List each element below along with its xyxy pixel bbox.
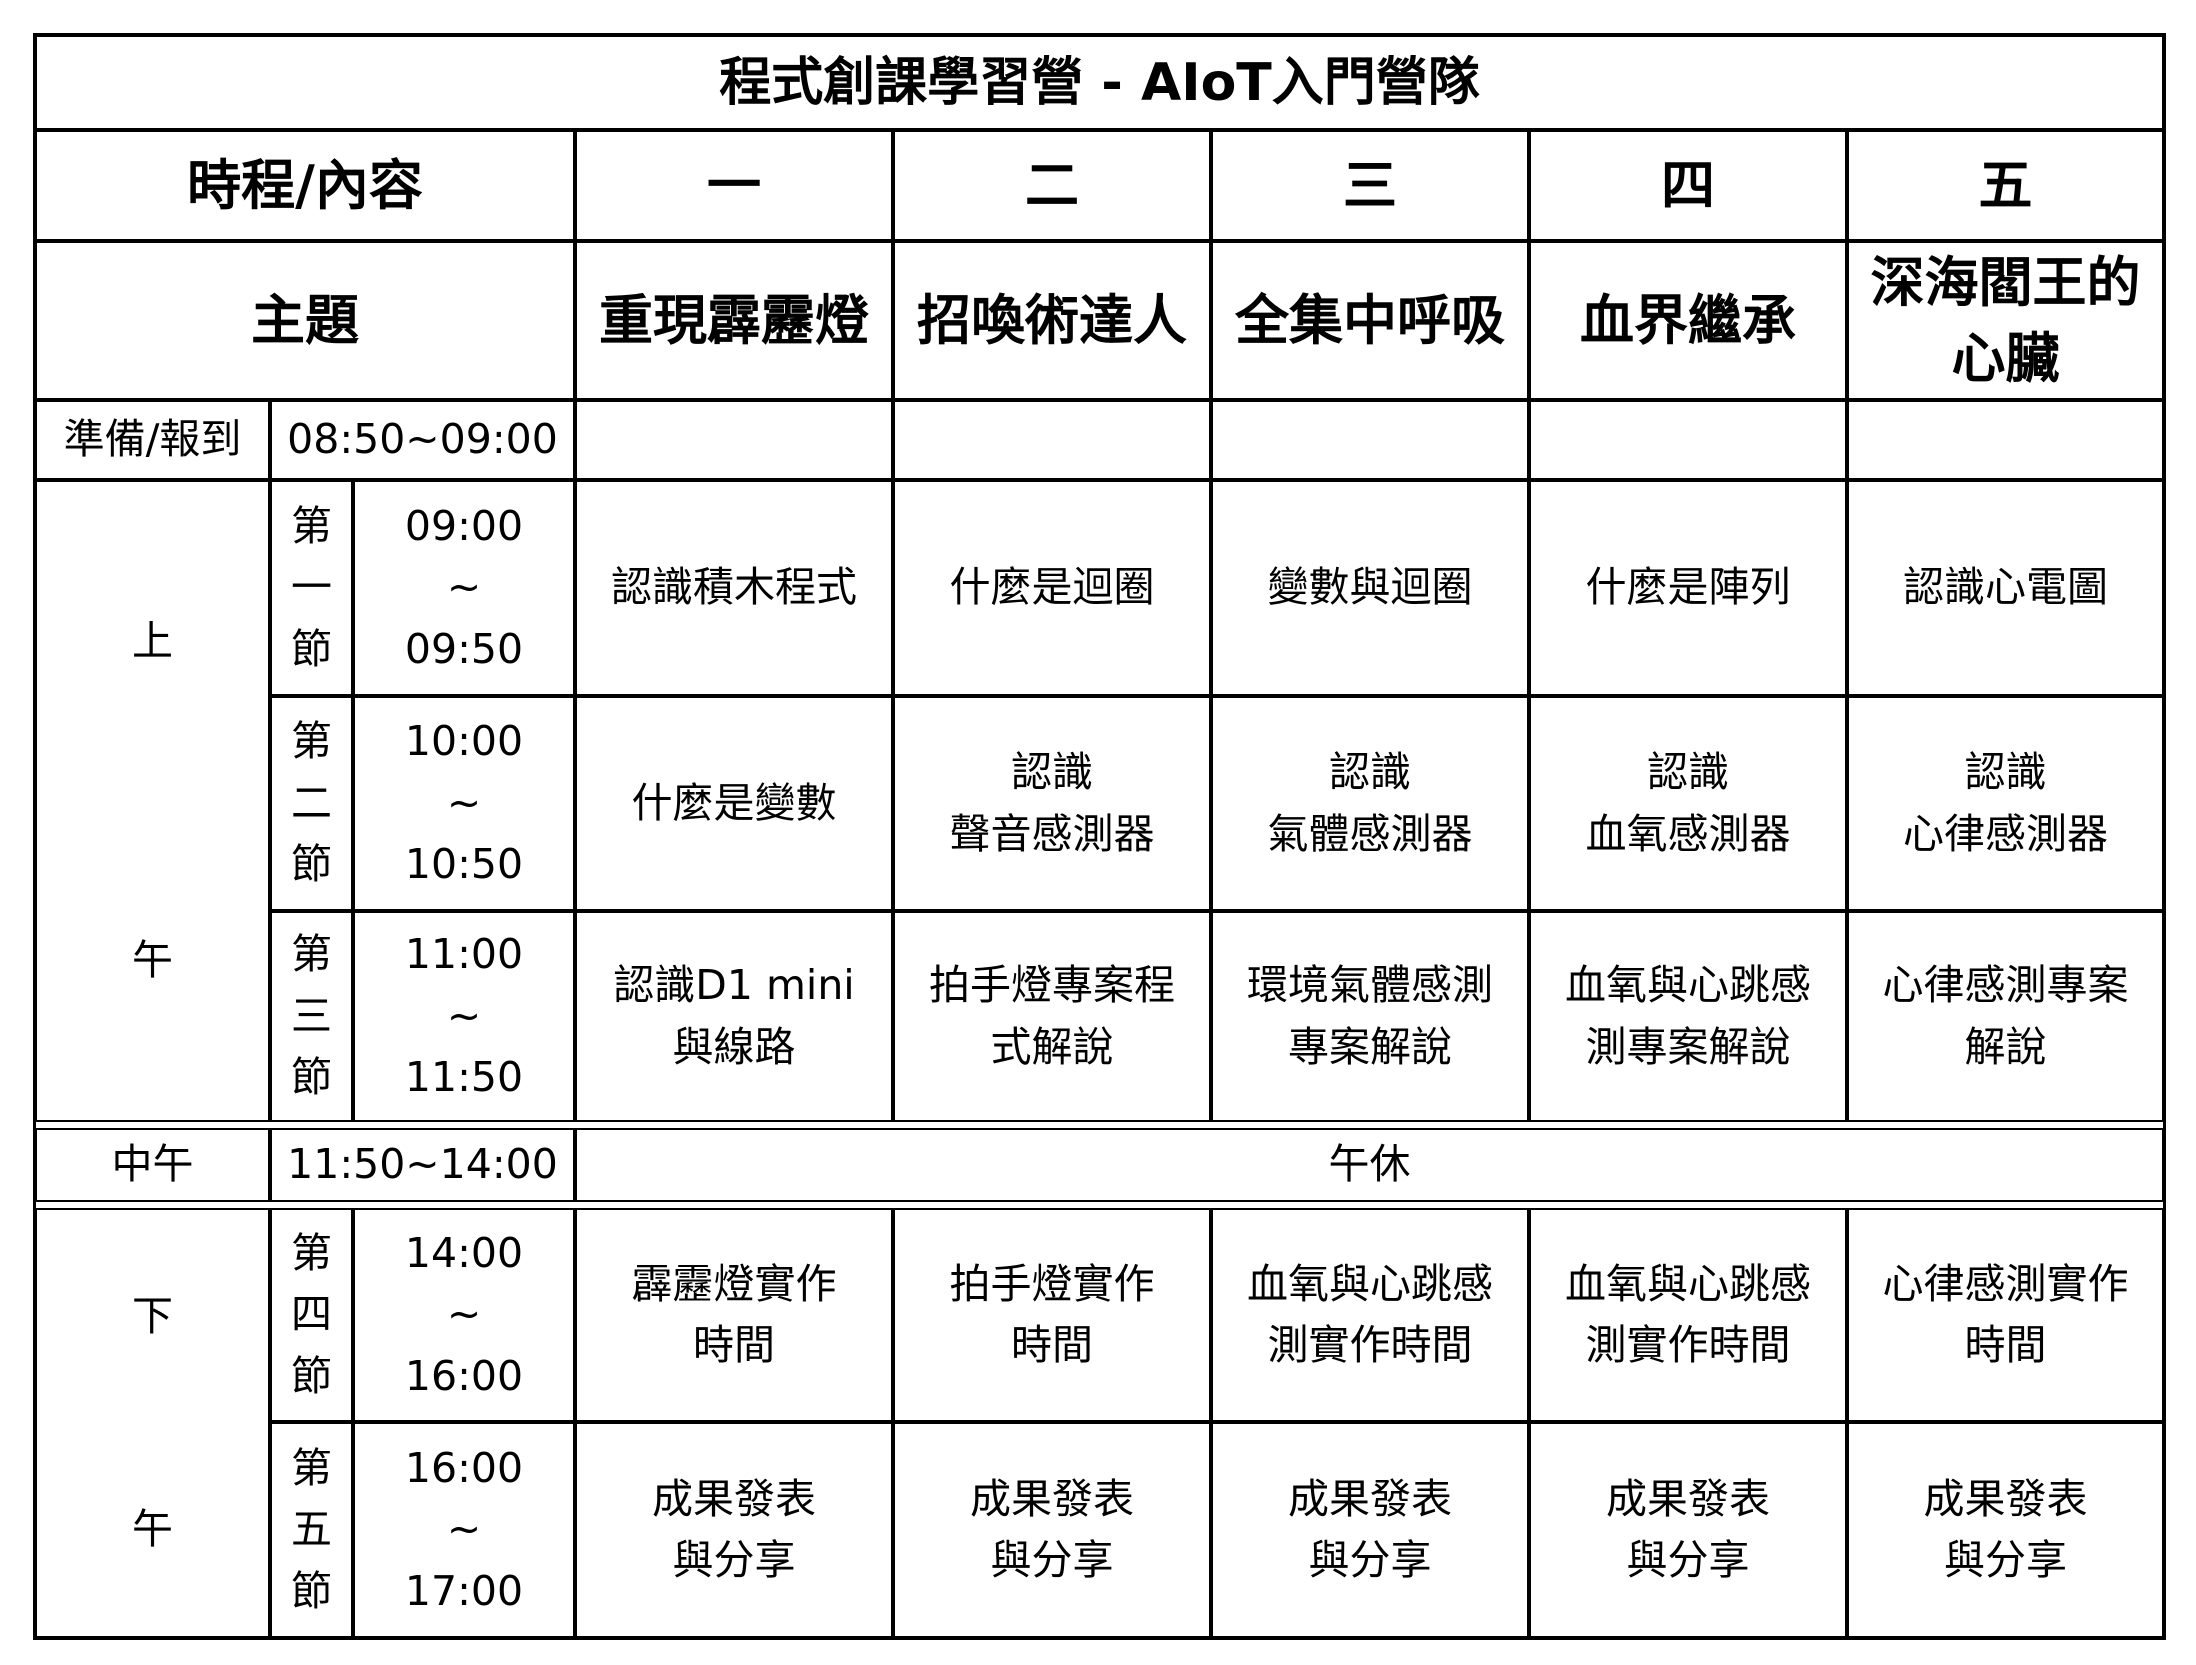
activity-cell: 血氧與心跳感 測實作時間 bbox=[1529, 1208, 1847, 1422]
time-separator: ~ bbox=[446, 563, 482, 612]
lunch-label: 中午 bbox=[35, 1128, 270, 1202]
header-day: 二 bbox=[893, 130, 1211, 241]
theme-item: 重現霹靂燈 bbox=[575, 241, 893, 400]
period-name: 第 三 節 bbox=[270, 911, 353, 1122]
time-start: 11:00 bbox=[404, 930, 524, 979]
theme-item: 招喚術達人 bbox=[893, 241, 1211, 400]
activity-cell: 認識心電圖 bbox=[1847, 480, 2164, 696]
checkin-time: 08:50~09:00 bbox=[270, 400, 575, 480]
afternoon-label-char: 午 bbox=[132, 1504, 173, 1553]
activity-cell: 認識 聲音感測器 bbox=[893, 696, 1211, 911]
activity-cell: 成果發表 與分享 bbox=[575, 1422, 893, 1638]
activity-cell: 血氧與心跳感 測專案解說 bbox=[1529, 911, 1847, 1122]
lunch-activity: 午休 bbox=[575, 1128, 2164, 1202]
activity-cell: 認識 心律感測器 bbox=[1847, 696, 2164, 911]
period-time: 14:00 ~16:00 bbox=[353, 1208, 575, 1422]
activity-cell: 成果發表 與分享 bbox=[1529, 1422, 1847, 1638]
header-day: 五 bbox=[1847, 130, 2164, 241]
morning-label-char: 午 bbox=[132, 935, 173, 984]
empty-cell bbox=[893, 400, 1211, 480]
time-start: 14:00 bbox=[404, 1228, 524, 1277]
header-schedule-label: 時程/內容 bbox=[35, 130, 575, 241]
time-start: 16:00 bbox=[404, 1443, 524, 1492]
period-time: 09:00 ~09:50 bbox=[353, 480, 575, 696]
empty-cell bbox=[1529, 400, 1847, 480]
theme-item: 血界繼承 bbox=[1529, 241, 1847, 400]
activity-cell: 血氧與心跳感 測實作時間 bbox=[1211, 1208, 1529, 1422]
morning-label-char: 上 bbox=[132, 616, 173, 665]
theme-item: 全集中呼吸 bbox=[1211, 241, 1529, 400]
time-separator: ~ bbox=[446, 778, 482, 827]
table-title: 程式創課學習營 - AIoT入門營隊 bbox=[35, 35, 2164, 130]
activity-cell: 成果發表 與分享 bbox=[893, 1422, 1211, 1638]
activity-cell: 認識D1 mini 與線路 bbox=[575, 911, 893, 1122]
activity-cell: 拍手燈實作 時間 bbox=[893, 1208, 1211, 1422]
activity-cell: 什麼是陣列 bbox=[1529, 480, 1847, 696]
activity-cell: 成果發表 與分享 bbox=[1847, 1422, 2164, 1638]
time-end: 10:50 bbox=[404, 840, 524, 889]
time-end: 17:00 bbox=[404, 1566, 524, 1615]
period-name: 第 四 節 bbox=[270, 1208, 353, 1422]
lunch-time: 11:50~14:00 bbox=[270, 1128, 575, 1202]
time-start: 09:00 bbox=[404, 501, 524, 550]
activity-cell: 認識 氣體感測器 bbox=[1211, 696, 1529, 911]
theme-label: 主題 bbox=[35, 241, 575, 400]
activity-cell: 什麼是迴圈 bbox=[893, 480, 1211, 696]
period-name: 第 一 節 bbox=[270, 480, 353, 696]
activity-cell: 成果發表 與分享 bbox=[1211, 1422, 1529, 1638]
activity-cell: 拍手燈專案程 式解說 bbox=[893, 911, 1211, 1122]
period-time: 11:00 ~11:50 bbox=[353, 911, 575, 1122]
time-separator: ~ bbox=[446, 991, 482, 1040]
period-time: 16:00 ~17:00 bbox=[353, 1422, 575, 1638]
period-time: 10:00 ~10:50 bbox=[353, 696, 575, 911]
afternoon-label: 下午 bbox=[35, 1208, 270, 1638]
activity-cell: 變數與迴圈 bbox=[1211, 480, 1529, 696]
activity-cell: 認識 血氧感測器 bbox=[1529, 696, 1847, 911]
theme-item: 深海閻王的 心臟 bbox=[1847, 241, 2164, 400]
activity-cell: 心律感測專案 解說 bbox=[1847, 911, 2164, 1122]
checkin-label: 準備/報到 bbox=[35, 400, 270, 480]
activity-cell: 認識積木程式 bbox=[575, 480, 893, 696]
activity-cell: 環境氣體感測 專案解說 bbox=[1211, 911, 1529, 1122]
header-day: 三 bbox=[1211, 130, 1529, 241]
period-name: 第 五 節 bbox=[270, 1422, 353, 1638]
afternoon-label-char: 下 bbox=[132, 1291, 173, 1340]
empty-cell bbox=[575, 400, 893, 480]
activity-cell: 心律感測實作 時間 bbox=[1847, 1208, 2164, 1422]
activity-cell: 霹靂燈實作 時間 bbox=[575, 1208, 893, 1422]
time-separator: ~ bbox=[446, 1505, 482, 1554]
header-day: 一 bbox=[575, 130, 893, 241]
header-day: 四 bbox=[1529, 130, 1847, 241]
time-start: 10:00 bbox=[404, 717, 524, 766]
activity-cell: 什麼是變數 bbox=[575, 696, 893, 911]
time-end: 16:00 bbox=[404, 1351, 524, 1400]
empty-cell bbox=[1847, 400, 2164, 480]
morning-label: 上午 bbox=[35, 480, 270, 1122]
time-end: 11:50 bbox=[404, 1053, 524, 1102]
time-separator: ~ bbox=[446, 1290, 482, 1339]
period-name: 第 二 節 bbox=[270, 696, 353, 911]
empty-cell bbox=[1211, 400, 1529, 480]
time-end: 09:50 bbox=[404, 624, 524, 673]
